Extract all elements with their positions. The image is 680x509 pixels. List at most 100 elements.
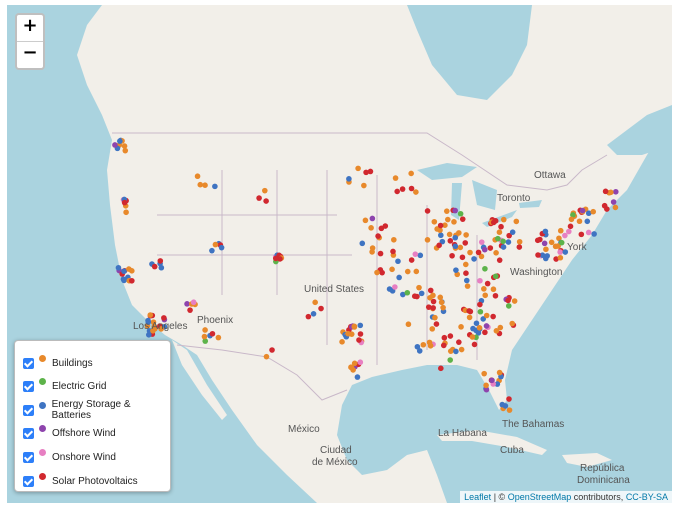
project-marker[interactable] (395, 258, 401, 265)
project-marker[interactable] (470, 325, 476, 332)
project-marker[interactable] (446, 231, 453, 238)
project-marker[interactable] (277, 256, 283, 262)
project-marker[interactable] (158, 264, 165, 271)
project-marker[interactable] (404, 268, 411, 275)
project-marker[interactable] (357, 359, 364, 366)
project-marker[interactable] (477, 308, 484, 315)
project-marker[interactable] (568, 216, 575, 223)
legend-entry[interactable]: Electric Grid (23, 378, 106, 395)
project-marker[interactable] (396, 274, 402, 281)
project-marker[interactable] (457, 244, 464, 251)
project-marker[interactable] (467, 249, 473, 256)
project-marker[interactable] (404, 289, 411, 296)
project-marker[interactable] (262, 187, 268, 194)
project-marker[interactable] (378, 225, 385, 232)
project-marker[interactable] (414, 343, 421, 350)
project-marker[interactable] (399, 186, 406, 192)
project-marker[interactable] (345, 330, 351, 337)
project-marker[interactable] (369, 215, 376, 222)
project-marker[interactable] (438, 365, 444, 372)
map[interactable]: Ottawa Toronto York Washington United St… (7, 5, 672, 503)
project-marker[interactable] (440, 342, 447, 349)
project-marker[interactable] (475, 249, 482, 256)
project-marker[interactable] (147, 312, 154, 318)
project-marker[interactable] (584, 218, 591, 225)
project-marker[interactable] (496, 229, 503, 236)
project-marker[interactable] (269, 347, 275, 353)
project-marker[interactable] (209, 247, 215, 254)
project-marker[interactable] (480, 316, 487, 322)
project-marker[interactable] (126, 266, 132, 272)
project-marker[interactable] (462, 240, 469, 246)
project-marker[interactable] (357, 331, 364, 337)
checkbox[interactable] (23, 475, 34, 487)
project-marker[interactable] (541, 240, 548, 247)
project-marker[interactable] (438, 232, 444, 239)
project-marker[interactable] (490, 286, 497, 293)
project-marker[interactable] (339, 339, 345, 345)
project-marker[interactable] (418, 290, 425, 297)
project-marker[interactable] (441, 334, 448, 341)
project-marker[interactable] (482, 265, 488, 272)
project-marker[interactable] (456, 339, 462, 345)
project-marker[interactable] (374, 269, 380, 276)
project-marker[interactable] (576, 218, 583, 225)
zoom-in-button[interactable]: + (22, 15, 38, 36)
project-marker[interactable] (368, 225, 374, 231)
project-marker[interactable] (463, 270, 469, 276)
project-marker[interactable] (537, 236, 543, 243)
project-marker[interactable] (413, 268, 420, 275)
project-marker[interactable] (505, 239, 512, 245)
project-marker[interactable] (469, 334, 476, 340)
project-marker[interactable] (509, 229, 516, 235)
project-marker[interactable] (484, 280, 491, 287)
project-marker[interactable] (463, 232, 469, 238)
project-marker[interactable] (305, 313, 312, 320)
project-marker[interactable] (602, 188, 609, 195)
project-marker[interactable] (478, 239, 485, 245)
project-marker[interactable] (478, 253, 485, 260)
project-marker[interactable] (506, 232, 512, 239)
project-marker[interactable] (473, 320, 480, 327)
project-marker[interactable] (579, 207, 586, 214)
project-marker[interactable] (462, 261, 469, 268)
project-marker[interactable] (457, 210, 464, 217)
project-marker[interactable] (453, 348, 459, 355)
project-marker[interactable] (408, 185, 415, 192)
project-marker[interactable] (591, 231, 597, 237)
project-marker[interactable] (440, 304, 446, 311)
project-marker[interactable] (481, 370, 487, 377)
project-marker[interactable] (513, 218, 520, 225)
project-marker[interactable] (458, 346, 465, 353)
project-marker[interactable] (348, 364, 355, 371)
project-marker[interactable] (375, 233, 381, 239)
project-marker[interactable] (570, 212, 576, 218)
project-marker[interactable] (557, 227, 564, 234)
project-marker[interactable] (601, 202, 608, 209)
project-marker[interactable] (438, 299, 445, 306)
project-marker[interactable] (493, 249, 499, 256)
project-marker[interactable] (377, 250, 384, 257)
project-marker[interactable] (543, 246, 549, 253)
project-marker[interactable] (447, 357, 454, 363)
project-marker[interactable] (567, 223, 574, 230)
project-marker[interactable] (442, 222, 448, 229)
checkbox[interactable] (23, 357, 34, 369)
project-marker[interactable] (493, 328, 500, 334)
legend-entry[interactable]: Energy Storage & Batteries (23, 399, 170, 421)
project-marker[interactable] (158, 326, 164, 332)
project-marker[interactable] (429, 326, 436, 332)
legend-entry[interactable]: Solar Photovoltaics (23, 472, 138, 489)
project-marker[interactable] (392, 284, 398, 290)
project-marker[interactable] (202, 182, 208, 188)
project-marker[interactable] (548, 239, 555, 246)
project-marker[interactable] (121, 277, 127, 284)
project-marker[interactable] (558, 239, 565, 246)
project-marker[interactable] (483, 323, 490, 329)
project-marker[interactable] (458, 324, 464, 330)
project-marker[interactable] (430, 298, 437, 305)
project-marker[interactable] (394, 188, 400, 195)
project-marker[interactable] (453, 267, 459, 273)
project-marker[interactable] (471, 341, 478, 348)
project-marker[interactable] (492, 273, 499, 280)
